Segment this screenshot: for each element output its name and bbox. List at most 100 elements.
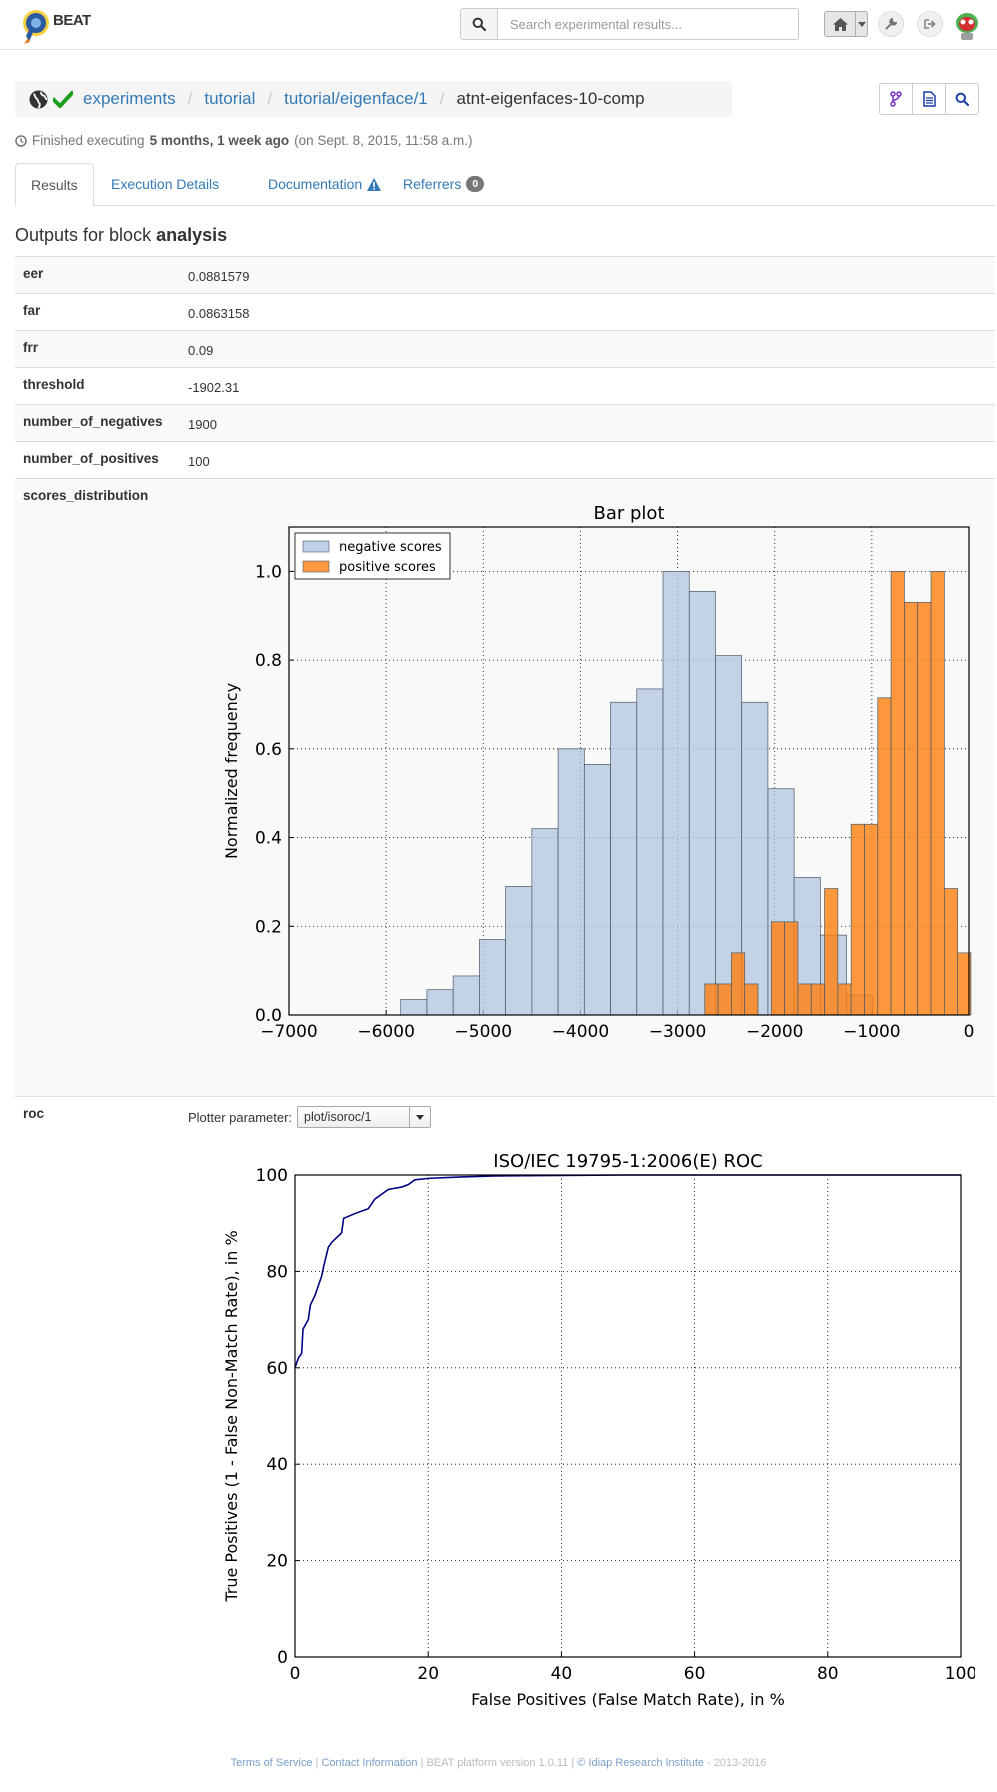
logout-button[interactable] [917, 11, 943, 37]
output-value: 0.09 [188, 343, 214, 358]
breadcrumb-separator: / [267, 89, 273, 108]
y-tick-label: 0.6 [255, 740, 282, 760]
plotter-select-value: plot/isoroc/1 [304, 1110, 372, 1124]
negative-score-bar [400, 999, 428, 1016]
avatar-icon [956, 13, 978, 40]
platform-version: BEAT platform version 1.0.11 [426, 1757, 569, 1769]
output-key: number_of_negatives [23, 414, 163, 429]
output-key: far [23, 303, 41, 318]
x-tick-label: −7000 [260, 1022, 318, 1042]
legend-label: negative scores [339, 540, 442, 555]
y-tick-label: 60 [266, 1359, 288, 1379]
positive-score-bar [943, 888, 958, 1016]
x-tick-label: −1000 [843, 1022, 901, 1042]
fork-icon [890, 91, 902, 107]
beat-logo[interactable]: BEAT [20, 6, 100, 46]
status-ago: 5 months, 1 week ago [149, 133, 290, 148]
positive-score-bar [877, 697, 892, 1016]
contact-link[interactable]: Contact Information [321, 1757, 418, 1769]
report-button[interactable] [912, 83, 946, 115]
fork-button[interactable] [879, 83, 913, 115]
search-button[interactable] [460, 8, 498, 40]
home-caret[interactable] [856, 12, 867, 36]
execution-status: Finished executing 5 months, 1 week ago … [15, 133, 473, 148]
terms-link[interactable]: Terms of Service [230, 1757, 313, 1769]
y-tick-label: 1.0 [255, 562, 282, 582]
outputs-table: eer 0.0881579 far 0.0863158 frr 0.09 thr… [15, 256, 995, 1756]
x-tick-label: −3000 [649, 1022, 707, 1042]
negative-score-bar [426, 989, 454, 1016]
footer-separator: | [315, 1757, 322, 1769]
status-date: (on Sept. 8, 2015, 11:58 a.m.) [294, 133, 473, 148]
x-tick-label: 40 [551, 1664, 573, 1684]
output-value: -1902.31 [188, 380, 240, 395]
search-input[interactable] [498, 8, 799, 40]
footer: Terms of Service | Contact Information |… [0, 1757, 997, 1769]
breadcrumb-experiments[interactable]: experiments [83, 89, 176, 108]
plotter-select-arrow[interactable] [409, 1107, 430, 1127]
negative-score-bar [452, 975, 480, 1016]
tab-referrers[interactable]: Referrers 0 [388, 163, 499, 205]
home-button[interactable] [825, 12, 856, 36]
user-avatar[interactable] [952, 10, 982, 42]
warning-icon [367, 177, 382, 191]
plotter-label: Plotter parameter: [188, 1109, 293, 1125]
clock-icon [15, 134, 27, 147]
output-row-eer: eer 0.0881579 [15, 256, 995, 293]
positive-score-bar [824, 888, 839, 1016]
output-key: frr [23, 340, 39, 355]
experiment-actions [879, 83, 979, 115]
home-dropdown[interactable] [824, 11, 868, 37]
positive-score-bar [810, 983, 825, 1016]
footer-separator: | [420, 1757, 427, 1769]
x-tick-label: 100 [945, 1664, 975, 1684]
positive-score-bar [850, 823, 865, 1016]
y-tick-label: 100 [256, 1166, 288, 1186]
plot-frame [294, 1174, 962, 1658]
output-row-threshold: threshold -1902.31 [15, 367, 995, 404]
plot-frame [288, 526, 970, 1016]
x-tick-label: −5000 [455, 1022, 513, 1042]
tab-documentation[interactable]: Documentation [253, 163, 396, 205]
positive-score-bar [890, 571, 905, 1016]
sign-out-icon [924, 19, 936, 29]
output-key: roc [23, 1106, 45, 1121]
y-tick-label: 20 [266, 1552, 288, 1572]
negative-score-bar [636, 688, 664, 1016]
result-tabs: Results Execution Details Documentation … [15, 163, 995, 206]
output-value: 0.0881579 [188, 269, 250, 284]
negative-score-bar [557, 748, 585, 1016]
navbar: BEAT [0, 0, 997, 50]
y-tick-label: 0.2 [255, 917, 282, 937]
plotter-select[interactable]: plot/isoroc/1 [297, 1106, 432, 1128]
tab-execution-details-label: Execution Details [111, 176, 220, 192]
wrench-icon [885, 18, 897, 30]
positive-score-bar [731, 952, 746, 1016]
positive-score-bar [784, 921, 799, 1016]
referrers-count-badge: 0 [466, 176, 485, 192]
report-icon [922, 91, 936, 107]
search-similar-button[interactable] [945, 83, 979, 115]
tab-execution-details[interactable]: Execution Details [96, 163, 234, 205]
output-value: 1900 [188, 417, 217, 432]
beat-logo-icon [23, 10, 49, 44]
breadcrumb-separator: / [187, 89, 193, 108]
settings-button[interactable] [878, 11, 904, 37]
output-value: 100 [188, 454, 210, 469]
output-key: threshold [23, 377, 85, 392]
breadcrumb-tutorial[interactable]: tutorial [204, 89, 256, 108]
positive-score-bar [704, 983, 719, 1016]
output-row-number-of-negatives: number_of_negatives 1900 [15, 404, 995, 441]
breadcrumb-toolchain[interactable]: tutorial/eigenface/1 [284, 89, 428, 108]
positive-score-bar [797, 983, 812, 1016]
x-tick-label: −4000 [552, 1022, 610, 1042]
idiap-link[interactable]: © Idiap Research Institute [577, 1757, 705, 1769]
negative-score-bar [688, 590, 716, 1016]
negative-score-bar [662, 571, 690, 1016]
chart-title: Bar plot [594, 503, 665, 524]
tab-results[interactable]: Results [15, 163, 94, 206]
breadcrumb-icons [29, 89, 73, 109]
y-axis-label: Normalized frequency [222, 683, 241, 859]
x-tick-label: −2000 [746, 1022, 804, 1042]
x-tick-label: 0 [964, 1022, 975, 1042]
